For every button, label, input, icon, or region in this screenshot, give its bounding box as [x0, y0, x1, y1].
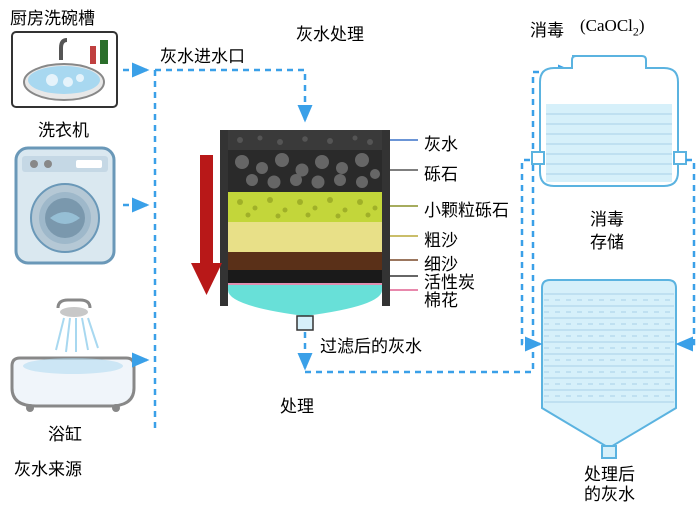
- disinfection-storage-label-2: 存储: [590, 228, 624, 253]
- treated-greywater-label-2: 的灰水: [584, 480, 635, 505]
- layer-cotton-label: 棉花: [424, 286, 458, 311]
- disinfection-tank: [532, 56, 686, 186]
- layer-gravel-label: 砾石: [424, 160, 458, 185]
- filtered-greywater-label: 过滤后的灰水: [320, 332, 422, 357]
- bathtub-icon: [12, 300, 134, 412]
- kitchen-sink-icon: [12, 32, 117, 107]
- storage-tank: [542, 280, 676, 458]
- washing-machine-label: 洗衣机: [38, 116, 89, 141]
- bathtub-label: 浴缸: [48, 420, 82, 445]
- greywater-treatment-label: 灰水处理: [296, 20, 364, 45]
- disinfection-storage-label-1: 消毒: [590, 205, 624, 230]
- disinfection-label: 消毒: [530, 16, 564, 41]
- layer-coarse-sand-label: 粗沙: [424, 226, 458, 251]
- washing-machine-icon: [16, 148, 114, 263]
- layer-greywater-label: 灰水: [424, 130, 458, 155]
- greywater-source-label: 灰水来源: [14, 455, 82, 480]
- layer-fine-gravel-label: 小颗粒砾石: [424, 196, 509, 221]
- kitchen-sink-label: 厨房洗碗槽: [10, 4, 95, 29]
- treatment-label: 处理: [280, 392, 314, 417]
- disinfectant-label: (CaOCl2): [580, 16, 645, 39]
- greywater-inlet-label: 灰水进水口: [160, 42, 245, 67]
- filter-column: [220, 130, 418, 330]
- red-down-arrow: [191, 155, 222, 295]
